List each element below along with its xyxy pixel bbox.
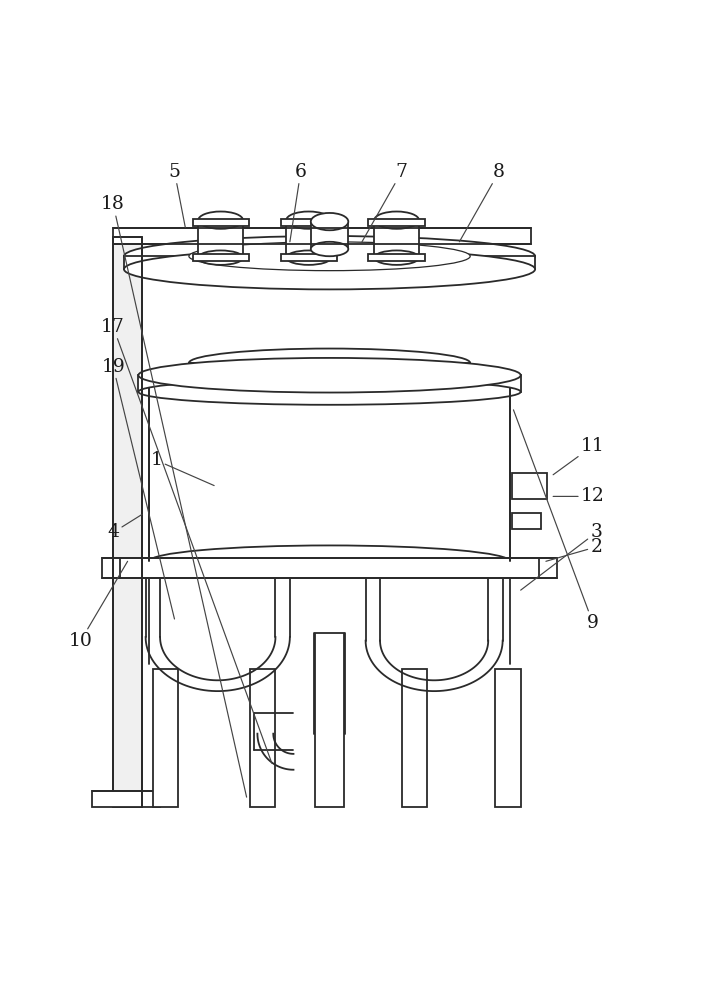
Text: 1: 1 [151,451,214,486]
Bar [539,558,557,578]
Bar [193,254,249,261]
Bar [198,220,243,258]
Bar [153,669,178,807]
Text: 2: 2 [546,538,602,561]
Ellipse shape [374,250,419,265]
Bar [402,669,427,807]
Ellipse shape [286,212,331,229]
Ellipse shape [374,212,419,229]
Bar [374,220,419,258]
Bar [311,222,348,249]
Ellipse shape [138,358,521,393]
Text: 19: 19 [101,358,174,619]
Ellipse shape [189,362,470,390]
Bar [424,370,452,385]
Bar [369,254,425,261]
Text: 4: 4 [107,514,142,541]
Ellipse shape [124,249,535,289]
Bar [149,388,510,561]
Bar [208,370,235,385]
Bar [512,473,547,499]
Text: 12: 12 [553,487,605,505]
Bar [286,220,331,258]
Bar [316,370,343,385]
Text: 18: 18 [101,195,247,797]
Bar [138,375,521,392]
Bar [268,370,295,385]
Ellipse shape [149,545,510,577]
Bar [251,669,275,807]
Bar [189,363,470,376]
Text: 17: 17 [101,318,272,763]
Bar [280,219,337,226]
Text: 9: 9 [513,410,599,632]
Bar [512,513,541,529]
Bar [280,254,337,261]
Text: 3: 3 [521,523,602,590]
Bar [193,219,249,226]
Ellipse shape [198,212,243,229]
Bar [113,558,546,578]
Ellipse shape [198,250,243,265]
Ellipse shape [311,213,348,230]
Bar [113,228,531,244]
Bar [364,370,392,385]
Bar [91,791,160,807]
Text: 11: 11 [553,437,605,475]
Text: 7: 7 [362,163,408,242]
Ellipse shape [138,379,521,405]
Bar [369,219,425,226]
Bar [315,633,344,807]
Ellipse shape [124,236,535,276]
Text: 10: 10 [69,561,127,650]
Ellipse shape [286,250,331,265]
Text: 6: 6 [290,163,307,242]
Ellipse shape [149,372,510,404]
Bar [495,669,521,807]
Bar [102,558,120,578]
Text: 5: 5 [169,163,185,227]
Ellipse shape [189,349,470,377]
Bar [124,256,535,269]
Ellipse shape [189,242,470,271]
Ellipse shape [311,242,348,256]
Bar [113,237,142,807]
Text: 8: 8 [459,163,505,242]
